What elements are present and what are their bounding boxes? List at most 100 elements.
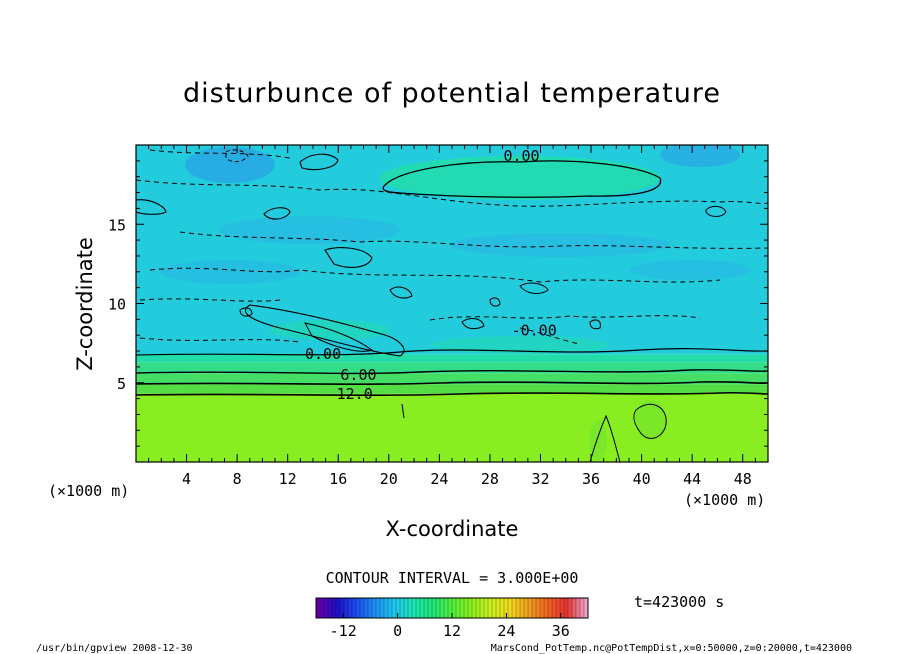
colorbar-cell-52 xyxy=(524,598,529,618)
field-layer-3 xyxy=(136,362,768,374)
contour-label-2: 0.00 xyxy=(305,345,341,363)
contour-lines xyxy=(136,149,768,462)
field-patch-9 xyxy=(635,400,665,440)
colorbar-tick-label-12: 12 xyxy=(443,622,461,640)
colorbar-cell-40 xyxy=(476,598,481,618)
colorbar-cell-58 xyxy=(548,598,553,618)
colorbar-cell-3 xyxy=(328,598,333,618)
contour-line-6 xyxy=(136,199,167,215)
colorbar-tick-label--12: -12 xyxy=(330,622,357,640)
colorbar-cell-32 xyxy=(444,598,449,618)
colorbar-cell-36 xyxy=(460,598,465,618)
colorbar-cell-24 xyxy=(412,598,417,618)
contour-line-24 xyxy=(389,286,413,299)
y-axis: 5 10 15 xyxy=(108,160,768,447)
x-tick-label-4: 4 xyxy=(182,470,191,488)
y-tick-label-15: 15 xyxy=(108,216,126,234)
colorbar-cell-6 xyxy=(340,598,345,618)
colorbar-cell-23 xyxy=(408,598,413,618)
colorbar-cell-63 xyxy=(568,598,573,618)
x-tick-label-24: 24 xyxy=(430,470,448,488)
colorbar-cell-13 xyxy=(368,598,373,618)
colorbar-cell-43 xyxy=(488,598,493,618)
colorbar-cell-54 xyxy=(532,598,537,618)
colorbar-cell-29 xyxy=(432,598,437,618)
contour-line-16 xyxy=(179,231,768,249)
colorbar-cell-16 xyxy=(380,598,385,618)
contour-line-13 xyxy=(401,403,405,419)
colorbar-cell-12 xyxy=(364,598,369,618)
contour-line-14 xyxy=(136,179,768,207)
colorbar-cell-8 xyxy=(348,598,353,618)
field-patches xyxy=(160,145,750,460)
colorbar-cell-21 xyxy=(400,598,405,618)
colorbar-cell-30 xyxy=(436,598,441,618)
colorbar-cell-66 xyxy=(580,598,585,618)
x-tick-label-36: 36 xyxy=(582,470,600,488)
colorbar-cell-33 xyxy=(448,598,453,618)
colorbar-cell-57 xyxy=(544,598,549,618)
colorbar-cell-38 xyxy=(468,598,473,618)
field-layer-2 xyxy=(136,373,768,385)
contour-line-4 xyxy=(382,160,662,198)
colorbar-cell-27 xyxy=(424,598,429,618)
colorbar-cell-55 xyxy=(536,598,541,618)
time-label: t=423000 s xyxy=(634,593,724,611)
colorbar-cell-31 xyxy=(440,598,445,618)
colorbar-cell-7 xyxy=(344,598,349,618)
field-patch-4 xyxy=(450,233,670,257)
colorbar-cell-59 xyxy=(552,598,557,618)
colorbar-cell-10 xyxy=(356,598,361,618)
x-tick-label-48: 48 xyxy=(734,470,752,488)
x-tick-label-12: 12 xyxy=(279,470,297,488)
colorbar-cell-5 xyxy=(336,598,341,618)
colorbar-cell-14 xyxy=(372,598,377,618)
colorbar-cell-20 xyxy=(396,598,401,618)
colorbar-cell-25 xyxy=(416,598,421,618)
contour-line-20 xyxy=(139,337,301,343)
contour-line-1 xyxy=(136,369,768,375)
field-layer-0 xyxy=(136,393,768,462)
colorbar-cell-67 xyxy=(584,598,589,618)
y-tick-label-5: 5 xyxy=(117,375,126,393)
colorbar-cell-60 xyxy=(556,598,561,618)
contour-label-3: 6.00 xyxy=(340,366,376,384)
contour-line-2 xyxy=(136,381,768,385)
field-patch-10 xyxy=(589,420,607,460)
colorbar-cell-35 xyxy=(456,598,461,618)
colorbar-cell-49 xyxy=(512,598,517,618)
contour-line-11 xyxy=(633,403,667,439)
colorbar-cell-50 xyxy=(516,598,521,618)
contour-label-1: -0.00 xyxy=(512,321,557,339)
colorbar-cell-34 xyxy=(452,598,457,618)
x-tick-label-40: 40 xyxy=(633,470,651,488)
x-tick-label-20: 20 xyxy=(380,470,398,488)
contour-line-25 xyxy=(519,282,549,294)
contour-line-21 xyxy=(519,327,581,345)
colorbar-cell-47 xyxy=(504,598,509,618)
colorbar-ticks: -12 0 12 24 36 xyxy=(330,613,570,640)
colorbar-cell-1 xyxy=(320,598,325,618)
contour-line-26 xyxy=(461,318,485,330)
colorbar-tick-label-24: 24 xyxy=(497,622,515,640)
plot-area xyxy=(136,145,768,462)
colorbar-cell-0 xyxy=(316,598,321,618)
colorbar-cell-45 xyxy=(496,598,501,618)
colorbar-cell-11 xyxy=(360,598,365,618)
contour-line-12 xyxy=(589,414,621,462)
colorbar-cell-4 xyxy=(332,598,337,618)
contour-line-22 xyxy=(225,149,249,163)
contour-line-28 xyxy=(239,307,253,317)
contour-line-0 xyxy=(136,348,768,356)
field-patch-2 xyxy=(380,156,660,200)
field-layer-1 xyxy=(136,384,768,394)
field-patch-0 xyxy=(185,147,275,183)
x-axis-label: X-coordinate xyxy=(386,517,519,541)
colorbar-cell-62 xyxy=(564,598,569,618)
contour-line-7 xyxy=(263,207,291,220)
x-tick-label-28: 28 xyxy=(481,470,499,488)
contour-line-3 xyxy=(136,391,768,396)
x-tick-label-44: 44 xyxy=(683,470,701,488)
field-patch-1 xyxy=(660,145,740,167)
